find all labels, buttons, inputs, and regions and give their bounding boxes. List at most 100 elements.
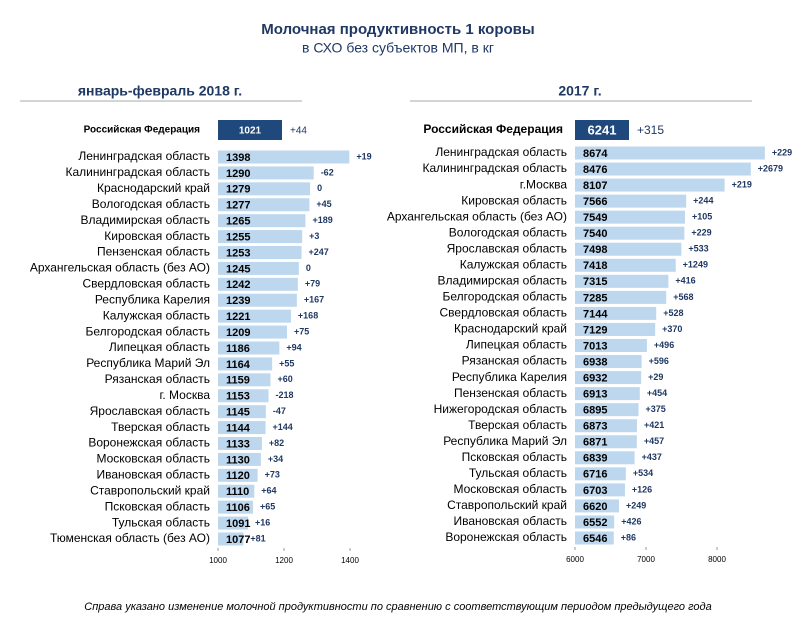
- change-label: +19: [356, 151, 371, 161]
- change-label: +86: [621, 532, 636, 542]
- total-value: 6241: [588, 122, 617, 137]
- bar: [218, 341, 280, 355]
- change-label: +126: [632, 484, 652, 494]
- panel-heading: январь-февраль 2018 г.: [78, 83, 242, 99]
- value-label: 7315: [583, 276, 607, 288]
- change-label: +1249: [683, 260, 708, 270]
- value-label: 1398: [226, 152, 250, 164]
- bar: [575, 419, 637, 433]
- value-label: 6913: [583, 389, 607, 401]
- category-label: Белгородская область: [443, 290, 567, 304]
- bar: [575, 515, 615, 529]
- category-label: Пензенская область: [97, 245, 210, 259]
- change-label: +249: [626, 500, 646, 510]
- total-value: 1021: [239, 126, 262, 137]
- total-change: +44: [290, 126, 307, 137]
- value-label: 8476: [583, 164, 607, 176]
- change-label: +596: [649, 356, 669, 366]
- category-label: Владимирская область: [438, 274, 567, 288]
- total-box: [218, 120, 282, 140]
- change-label: +375: [646, 404, 666, 414]
- category-label: Архангельская область (без АО): [387, 209, 567, 223]
- category-label: Кировская область: [104, 229, 210, 243]
- bar: [218, 452, 261, 466]
- bar: [218, 500, 253, 514]
- x-tick-label: 6000: [566, 555, 584, 564]
- change-label: +64: [261, 486, 276, 496]
- value-label: 6552: [583, 517, 607, 529]
- bar: [218, 246, 302, 259]
- bar: [575, 499, 620, 513]
- category-label: Тульская область: [469, 466, 567, 480]
- category-label: Пензенская область: [454, 386, 567, 400]
- bar: [575, 387, 640, 401]
- bar: [218, 389, 269, 403]
- value-label: 1186: [226, 343, 250, 355]
- bar: [575, 339, 647, 352]
- value-label: 1253: [226, 247, 250, 259]
- bar: [218, 150, 350, 164]
- x-tick-label: 7000: [637, 555, 655, 564]
- category-label: Нижегородская область: [434, 402, 567, 416]
- category-label: Республика Карелия: [452, 370, 567, 384]
- change-label: +244: [693, 196, 713, 206]
- change-label: +105: [692, 212, 712, 222]
- value-label: 1164: [226, 359, 251, 371]
- value-label: 1077: [226, 534, 250, 546]
- value-label: 1242: [226, 279, 250, 291]
- value-label: 7285: [583, 292, 607, 304]
- change-label: -62: [321, 167, 334, 177]
- category-label: Республика Марий Эл: [86, 356, 210, 370]
- value-label: 1106: [226, 502, 250, 514]
- total-label: Российская Федерация: [423, 122, 563, 136]
- category-label: Калужская область: [103, 308, 210, 322]
- category-label: Архангельская область (без АО): [30, 261, 210, 275]
- category-label: Тюменская область (без АО): [50, 531, 210, 545]
- category-label: Липецкая область: [109, 340, 210, 354]
- value-label: 7418: [583, 260, 607, 272]
- bar: [218, 214, 306, 228]
- change-label: +229: [691, 228, 711, 238]
- bar: [575, 162, 751, 176]
- value-label: 1209: [226, 327, 250, 339]
- category-label: г. Москва: [159, 388, 210, 402]
- bar: [575, 306, 657, 320]
- category-label: Краснодарский край: [97, 181, 210, 195]
- value-label: 6938: [583, 356, 607, 368]
- value-label: 1110: [226, 486, 249, 498]
- change-label: +457: [644, 436, 664, 446]
- category-label: Калужская область: [460, 257, 567, 271]
- bar: [575, 226, 685, 240]
- value-label: 1239: [226, 295, 250, 307]
- bar: [218, 309, 291, 323]
- change-label: +534: [633, 468, 653, 478]
- category-label: Республика Марий Эл: [443, 434, 567, 448]
- category-label: Владимирская область: [81, 213, 210, 227]
- change-label: +416: [675, 276, 695, 286]
- value-label: 7013: [583, 340, 607, 352]
- change-label: +168: [298, 311, 318, 321]
- value-label: 1144: [226, 422, 251, 434]
- change-label: +16: [255, 517, 270, 527]
- change-label: +3: [309, 231, 319, 241]
- change-label: +568: [673, 292, 693, 302]
- value-label: 1279: [226, 184, 250, 196]
- category-label: Республика Карелия: [95, 292, 210, 306]
- category-label: Воронежская область: [445, 530, 567, 544]
- bar: [218, 468, 258, 482]
- x-tick-label: 8000: [708, 555, 726, 564]
- bar: [218, 230, 303, 244]
- change-label: +437: [642, 452, 662, 462]
- bar: [575, 435, 637, 449]
- value-label: 6871: [583, 437, 607, 449]
- change-label: -47: [273, 406, 286, 416]
- category-label: Тверская область: [111, 420, 210, 434]
- category-label: Ивановская область: [96, 468, 210, 482]
- category-label: Ставропольский край: [447, 498, 567, 512]
- bar: [575, 467, 626, 481]
- value-label: 1091: [226, 518, 250, 530]
- bar: [218, 421, 266, 435]
- category-label: Кировская область: [461, 193, 567, 207]
- change-label: +528: [663, 308, 683, 318]
- x-tick-label: 1000: [209, 556, 227, 565]
